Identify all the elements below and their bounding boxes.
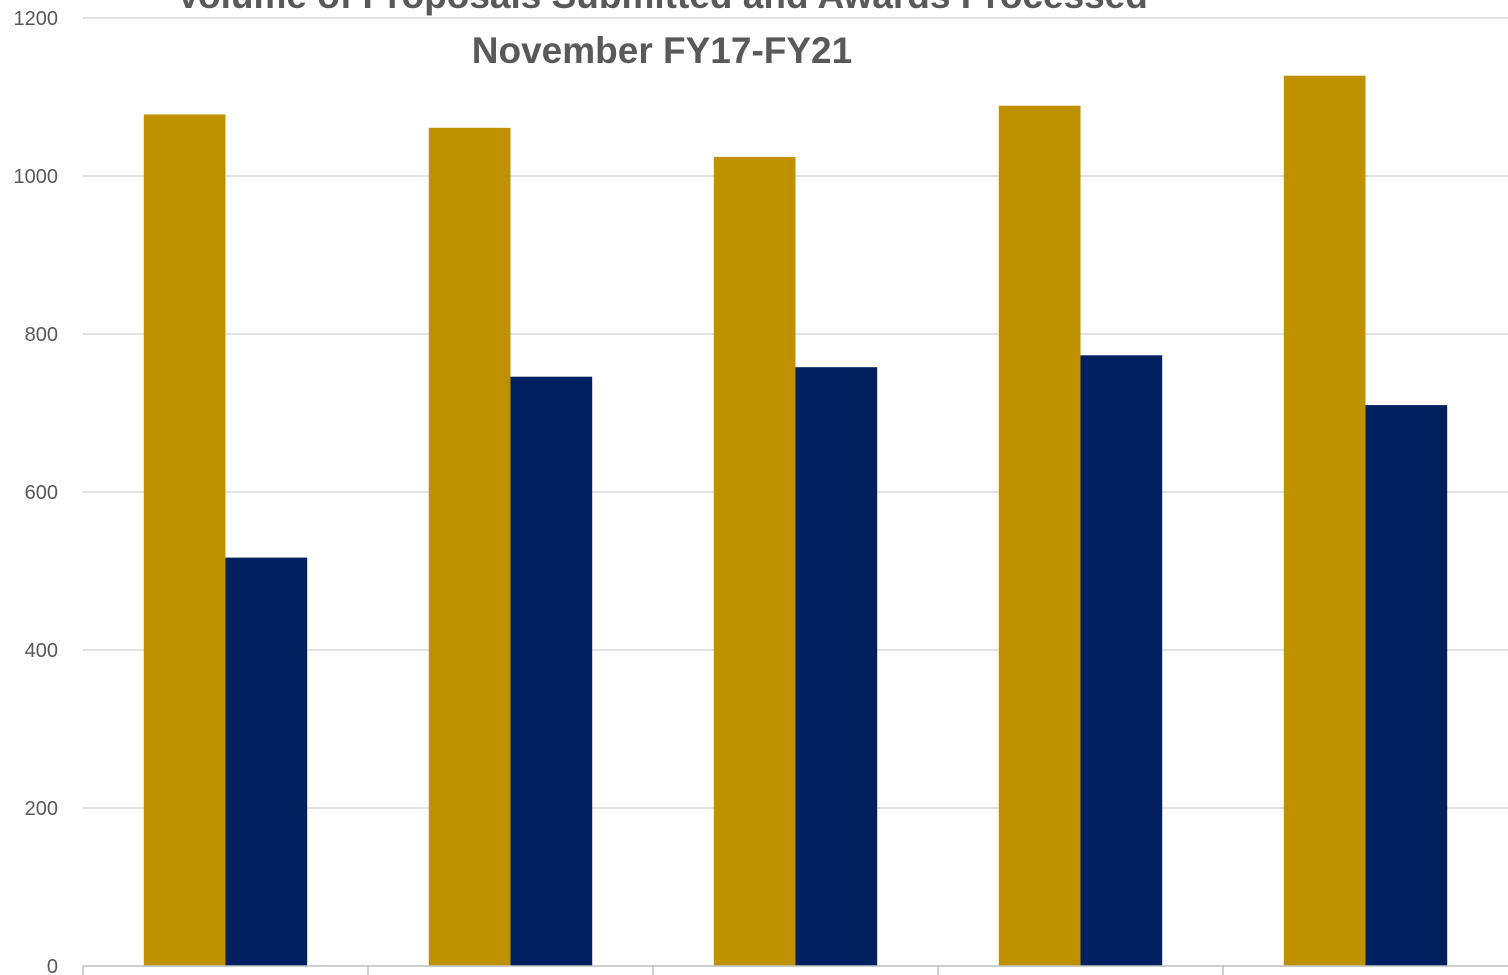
bar-series-1-category-2 [428,127,511,967]
bars [143,75,1448,967]
bar-series-2-category-4 [1080,355,1163,966]
bar-series-2-category-5 [1365,405,1448,967]
y-tick-label: 1200 [14,8,59,30]
bar-series-1-category-5 [1283,75,1366,966]
bar-series-2-category-2 [510,376,593,966]
y-tick-label: 1000 [14,166,59,188]
chart-title-line-2: November FY17-FY21 [472,30,852,71]
bar-series-1-category-3 [713,157,796,966]
x-axis [82,965,1508,975]
chart-title-line-1: Volume of Proposals Submitted and Awards… [176,0,1148,16]
bar-series-2-category-3 [795,367,878,966]
y-tick-label: 600 [25,482,58,504]
y-tick-label: 0 [47,956,58,975]
bar-series-2-category-1 [225,557,308,966]
y-tick-label: 400 [25,640,58,662]
y-tick-label: 800 [25,324,58,346]
bar-series-1-category-1 [143,114,226,966]
y-axis-tick-labels: 0 200 400 600 800 1000 1200 [14,8,59,975]
bar-series-1-category-4 [998,105,1081,966]
y-tick-label: 200 [25,798,58,820]
